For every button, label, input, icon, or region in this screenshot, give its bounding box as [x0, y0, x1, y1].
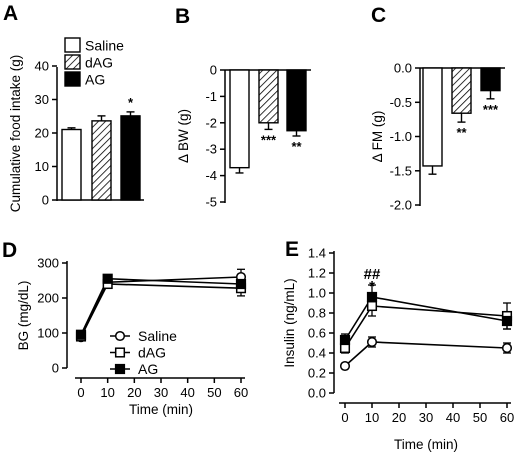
panel-c-sig-ag: ***	[483, 102, 499, 117]
panel-e-series-saline-point	[501, 342, 513, 354]
panel-a-bar-saline	[61, 128, 82, 201]
panel-c-y-tick-label: -1.0	[390, 129, 412, 144]
panel-e-letter: E	[285, 238, 299, 261]
panel-a-legend-swatch-ag	[64, 71, 81, 87]
panel-c-bar-dag	[451, 67, 472, 114]
panel-e-xlabel: Time (min)	[394, 437, 458, 452]
panel-b-y-tick-label: -2	[205, 115, 217, 130]
panel-d-legend-marker-dag	[114, 347, 126, 358]
panel-a-y-tick-label: 20	[35, 126, 49, 141]
panel-b-y-tick-label: -1	[205, 89, 217, 104]
panel-b-sig-ag: **	[291, 139, 302, 154]
panel-c-sig-dag: **	[456, 125, 467, 140]
panel-b-y-tick-label: -5	[205, 195, 217, 210]
panel-e-annotation-0: ##	[364, 266, 381, 283]
panel-e-series-dag-point	[366, 300, 378, 312]
panel-e-series-ag-point	[501, 315, 513, 327]
panel-b-y-tick-label: -4	[205, 168, 217, 183]
panel-b-ylabel: Δ BW (g)	[176, 109, 191, 163]
panel-a-y-tick-label: 40	[35, 59, 49, 74]
panel-e-x-tick-label: 30	[419, 410, 433, 425]
panel-d-x-tick-label: 10	[100, 385, 114, 400]
panel-c-y-tick-label: -1.5	[390, 163, 412, 178]
panel-e-y-tick-label: 1.2	[308, 266, 326, 281]
panel-b-y-tick-label: -3	[205, 142, 217, 157]
panel-d-legend-marker-ag	[114, 363, 126, 375]
panel-a-bar-ag	[120, 115, 141, 201]
panel-e-y-tick-label: 0.0	[308, 386, 326, 401]
panel-d-y-tick-label: 0	[52, 361, 59, 376]
panel-d-x-tick-label: 60	[234, 385, 248, 400]
panel-a-y-tick-label: 0	[42, 193, 49, 208]
panel-c-y-tick-label: -2.0	[390, 198, 412, 213]
panel-e-annotation-1: *	[369, 278, 375, 295]
panel-d-series-ag-point	[235, 278, 247, 290]
panel-c-y-tick-label: -0.5	[390, 95, 412, 110]
panel-e-ylabel: Insulin (ng/mL)	[282, 278, 297, 367]
panel-a-legend-swatch-saline	[64, 37, 81, 53]
panel-d-legend-label-dag: dAG	[138, 345, 166, 361]
panel-e-y-tick-label: 1.4	[308, 246, 326, 261]
panel-a-legend-label-dag: dAG	[85, 55, 113, 71]
panel-e-y-tick-label: 0.2	[308, 366, 326, 381]
panel-d-y-tick-label: 300	[37, 256, 59, 271]
panel-b-letter: B	[175, 5, 190, 28]
panel-e-series-saline-point	[339, 360, 351, 372]
panel-b-bar-ag	[286, 69, 307, 132]
panel-d-legend-label-saline: Saline	[138, 328, 177, 344]
panel-e-x-tick-label: 0	[341, 410, 348, 425]
panel-e-x-tick-label: 10	[365, 410, 379, 425]
panel-d-xlabel: Time (min)	[129, 402, 193, 417]
panel-d-y-tick-label: 100	[37, 326, 59, 341]
panel-e-y-tick-label: 0.4	[308, 346, 326, 361]
panel-d-ylabel: BG (mg/dL)	[16, 281, 31, 351]
panel-e-y-tick-label: 0.8	[308, 306, 326, 321]
panel-a-y-tick-label: 30	[35, 92, 49, 107]
panel-d-x-tick-label: 0	[77, 385, 84, 400]
panel-d-legend-label-ag: AG	[138, 361, 158, 377]
panel-a-legend-label-ag: AG	[85, 72, 105, 88]
panel-a-letter: A	[3, 2, 18, 25]
panel-b-sig-dag: ***	[261, 132, 277, 147]
panel-c-letter: C	[371, 4, 386, 27]
panel-d-x-tick-label: 50	[207, 385, 221, 400]
panel-d-series-ag-point	[75, 329, 87, 340]
panel-d-letter: D	[2, 239, 17, 262]
panel-a-legend-label-saline: Saline	[85, 38, 124, 54]
panel-a-y-tick-label: 10	[35, 159, 49, 174]
panel-e-y-tick-label: 0.6	[308, 326, 326, 341]
panel-e-series-ag-point	[339, 334, 351, 346]
panel-e-x-tick-label: 40	[446, 410, 460, 425]
panel-d-x-tick-label: 40	[180, 385, 194, 400]
panel-e-x-tick-label: 60	[500, 410, 514, 425]
panel-e-series-ag-point	[366, 291, 378, 303]
panel-a-ylabel: Cumulative food intake (g)	[8, 55, 23, 213]
panel-d-x-tick-label: 20	[127, 385, 141, 400]
panel-a-bar-dag	[91, 120, 112, 201]
panel-d-series-ag-point	[102, 273, 113, 284]
panel-b-bar-dag	[258, 69, 279, 124]
panel-c-y-tick-label: 0.0	[394, 61, 412, 76]
panel-a-legend-swatch-dag	[64, 54, 81, 70]
panel-c-bar-saline	[422, 67, 443, 167]
panel-e-x-tick-label: 20	[392, 410, 406, 425]
panel-c-bar-ag	[480, 67, 501, 92]
panel-e-x-tick-label: 50	[473, 410, 487, 425]
panel-e-series-saline-point	[366, 336, 378, 348]
panel-c-ylabel: Δ FM (g)	[370, 111, 385, 163]
panel-b-bar-saline	[229, 69, 250, 169]
panel-d-y-tick-label: 200	[37, 291, 59, 306]
panel-d-x-tick-label: 30	[154, 385, 168, 400]
panel-d-legend-marker-saline	[114, 330, 126, 342]
panel-b-y-tick-label: 0	[210, 63, 217, 78]
panel-a-sig-ag: *	[128, 95, 134, 110]
panel-e-y-tick-label: 1.0	[308, 286, 326, 301]
